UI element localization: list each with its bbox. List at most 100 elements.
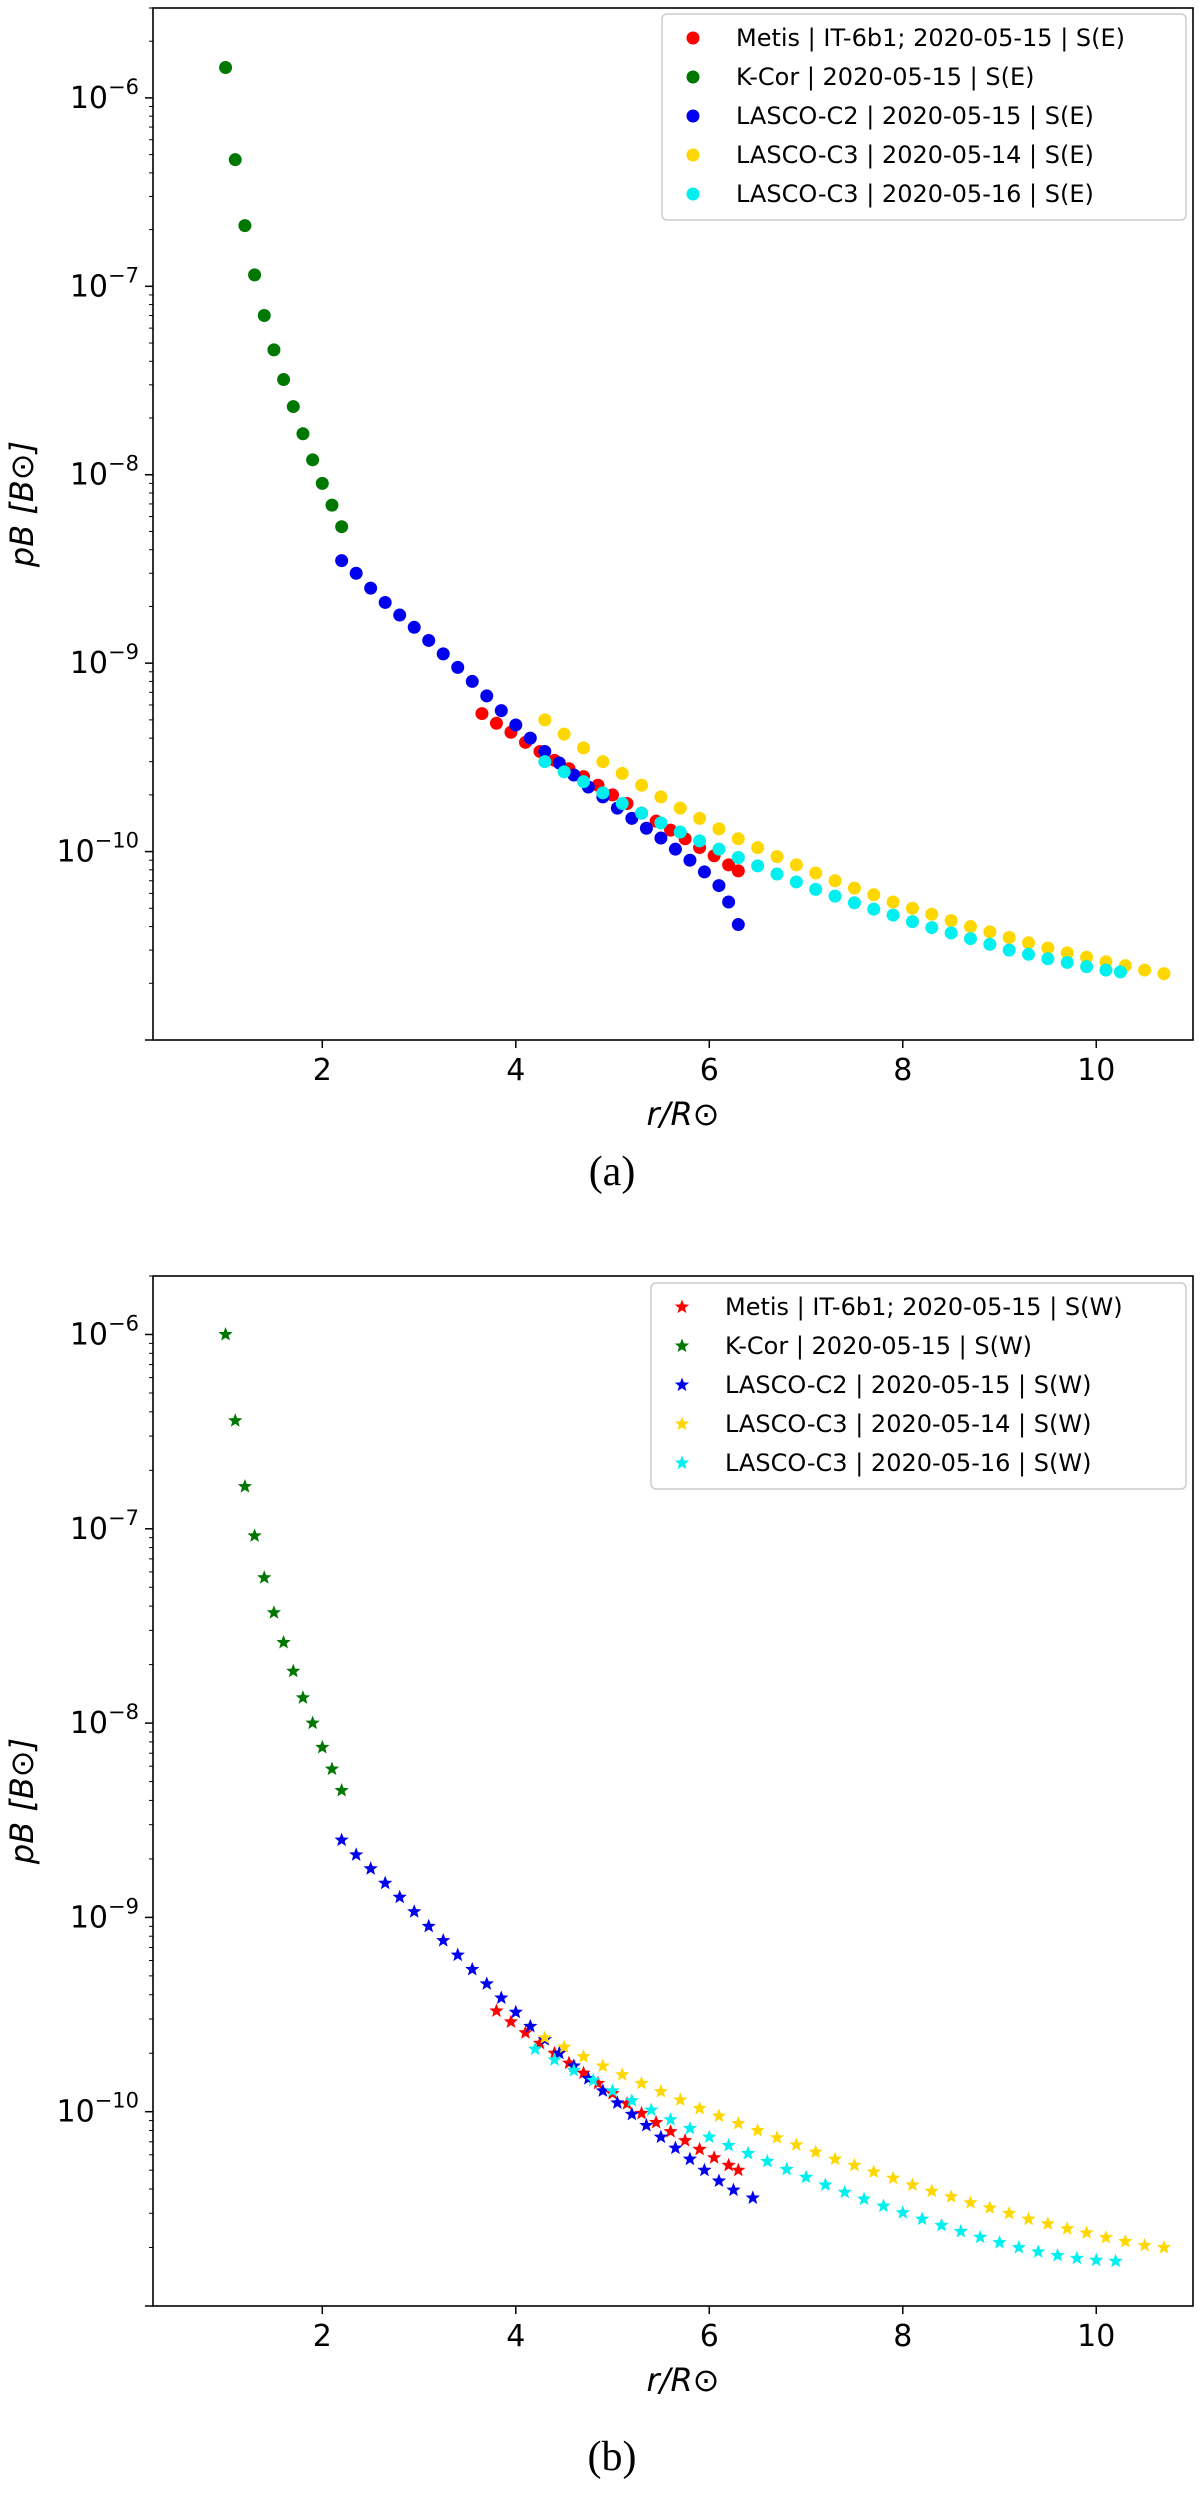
- x-axis-label: r/R⊙: [647, 2361, 720, 2399]
- data-point: [238, 219, 252, 233]
- series-1: [218, 1326, 349, 1797]
- data-point: [576, 2049, 591, 2063]
- data-point: [668, 2140, 683, 2155]
- series-2: [335, 554, 745, 932]
- data-point: [538, 713, 552, 727]
- data-point: [905, 915, 919, 929]
- data-point: [711, 2173, 727, 2188]
- data-point: [905, 901, 919, 915]
- data-point: [1069, 2250, 1085, 2265]
- x-tick-label: 2: [313, 2319, 332, 2354]
- data-point: [267, 343, 281, 357]
- data-point: [615, 2067, 630, 2081]
- data-point: [847, 896, 861, 910]
- data-point: [557, 765, 571, 779]
- data-point: [547, 2052, 562, 2066]
- data-point: [509, 718, 523, 732]
- data-point: [712, 822, 726, 836]
- data-point: [644, 2102, 659, 2117]
- data-point: [1098, 2230, 1114, 2244]
- data-point: [1041, 941, 1055, 955]
- data-point: [295, 1690, 311, 1704]
- data-point: [393, 608, 407, 622]
- data-point: [378, 595, 392, 609]
- chart-panel-b: 2 4 6 8 10 10−10 10−9 10−8 10−7 10−6 r/R⊙ pB [B⊙] Me…: [3, 1275, 1194, 2480]
- data-point: [518, 2025, 533, 2039]
- legend-marker: [674, 1377, 690, 1392]
- y-tick-label: 10−10: [56, 829, 139, 870]
- data-point: [828, 889, 842, 903]
- legend-marker: [686, 70, 700, 84]
- data-point: [673, 801, 687, 815]
- data-point: [479, 1976, 494, 1990]
- data-point: [1137, 2237, 1152, 2252]
- y-tick-label: 10−9: [70, 640, 139, 681]
- data-point: [590, 2075, 606, 2090]
- data-point: [363, 1861, 378, 1875]
- data-point: [697, 2162, 712, 2177]
- data-point: [639, 821, 653, 835]
- y-tick-label: 10−10: [56, 2089, 139, 2130]
- data-point: [266, 1605, 282, 1619]
- data-point: [436, 1933, 451, 1947]
- x-tick-label: 2: [313, 1053, 332, 1088]
- data-point: [1011, 2240, 1026, 2254]
- plot-frame: [152, 1275, 1194, 2307]
- series-4: [538, 755, 1127, 979]
- data-point: [789, 858, 803, 872]
- data-point: [237, 1479, 253, 1493]
- data-point: [983, 937, 997, 951]
- data-point: [914, 2211, 930, 2226]
- data-point: [286, 1663, 301, 1678]
- data-point: [315, 1739, 330, 1754]
- data-point: [1080, 960, 1094, 974]
- data-point: [465, 674, 479, 688]
- legend-marker: [674, 1416, 690, 1431]
- plot-frame: [152, 7, 1194, 1041]
- data-point: [334, 1782, 349, 1797]
- data-point: [577, 741, 591, 755]
- data-point: [503, 2014, 519, 2028]
- data-point: [1060, 955, 1074, 969]
- data-point: [335, 520, 349, 534]
- data-point: [944, 914, 958, 928]
- data-point: [731, 918, 745, 932]
- data-point: [606, 788, 620, 802]
- data-point: [581, 2071, 596, 2085]
- data-point: [828, 874, 842, 888]
- data-point: [885, 2170, 901, 2185]
- data-point: [624, 2093, 640, 2107]
- data-point: [1021, 2211, 1036, 2226]
- legend-label: LASCO-C3 | 2020-05-16 | S(W): [725, 1449, 1091, 1477]
- data-point: [682, 2120, 698, 2135]
- data-point: [247, 1528, 262, 1542]
- data-point: [325, 498, 339, 512]
- data-point: [315, 476, 329, 490]
- legend-marker: [674, 1299, 690, 1314]
- data-point: [1022, 936, 1036, 950]
- legend-label: LASCO-C2 | 2020-05-15 | S(W): [725, 1371, 1091, 1399]
- x-tick-label: 8: [893, 2319, 912, 2354]
- data-point: [924, 2183, 939, 2198]
- data-point: [770, 850, 784, 864]
- data-point: [692, 2141, 707, 2156]
- data-point: [866, 2164, 881, 2178]
- legend-box: [650, 1282, 1187, 1490]
- data-point: [349, 1847, 364, 1861]
- data-point: [475, 707, 489, 721]
- data-point: [1050, 2247, 1065, 2262]
- y-tick-label: 10−7: [70, 263, 139, 304]
- data-point: [277, 373, 291, 387]
- legend-label: LASCO-C2 | 2020-05-15 | S(E): [736, 102, 1094, 130]
- data-point: [760, 2153, 775, 2168]
- data-point: [1108, 2253, 1123, 2268]
- data-point: [422, 633, 436, 647]
- legend-marker: [686, 148, 700, 162]
- data-point: [378, 1875, 393, 1890]
- data-point: [228, 1413, 243, 1427]
- data-point: [276, 1634, 291, 1649]
- data-point: [624, 2106, 640, 2121]
- data-point: [731, 2162, 746, 2177]
- data-point: [619, 2096, 635, 2110]
